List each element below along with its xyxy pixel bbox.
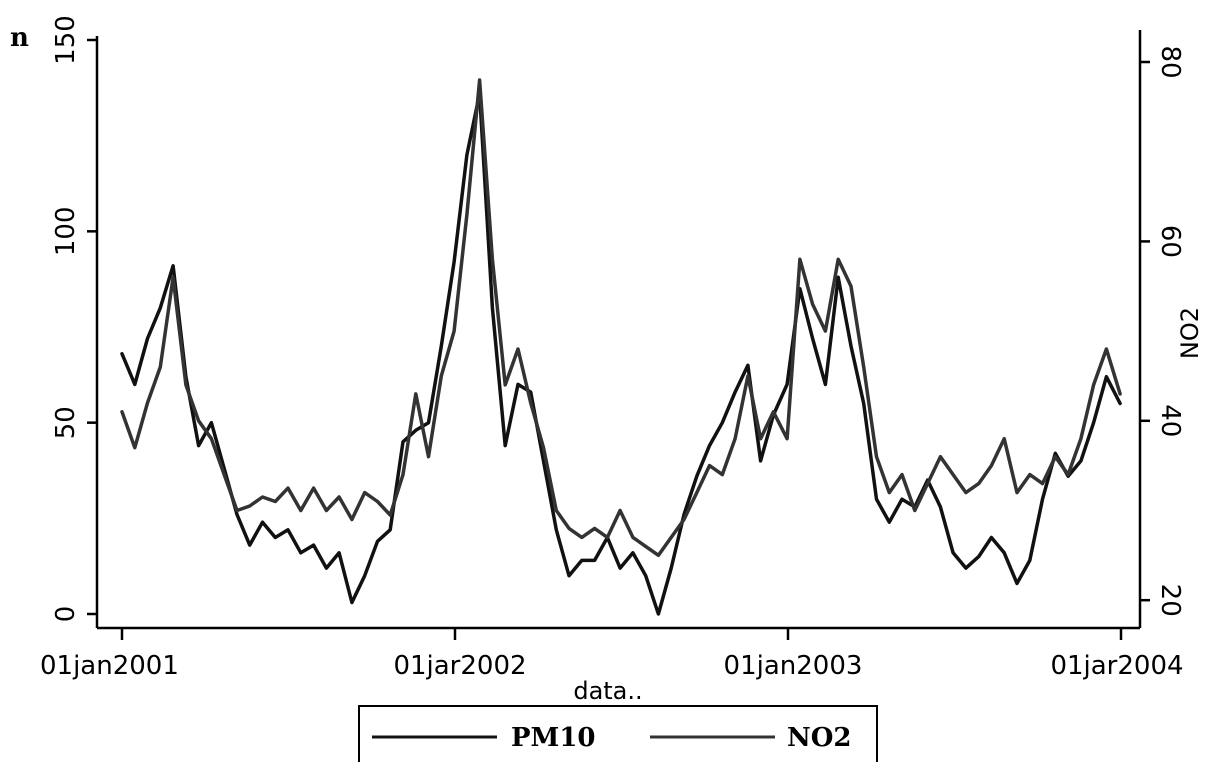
- left-ticks: 0 50 100 150: [51, 15, 97, 622]
- legend-box: [358, 705, 878, 762]
- x-tick-label: 01jan2003: [724, 651, 863, 681]
- right-tick-label: 40: [1155, 404, 1185, 437]
- series-line-no2: [120, 78, 1122, 558]
- series-line-pm10: [120, 91, 1122, 616]
- left-tick-label: 0: [51, 606, 81, 623]
- right-tick-label: 80: [1155, 45, 1185, 78]
- legend-label-no2: NO2: [787, 723, 852, 753]
- legend: PM10 NO2: [358, 705, 878, 762]
- x-tick-label: 01jar2004: [1050, 651, 1183, 681]
- x-tick-label: 01jan2001: [40, 651, 179, 681]
- x-axis-title: data..: [573, 677, 642, 705]
- corner-label: n: [10, 23, 29, 53]
- right-ticks: 20 40 60 80: [1140, 45, 1185, 617]
- left-tick-label: 100: [51, 206, 81, 256]
- left-tick-label: 150: [51, 15, 81, 65]
- x-ticks: 01jan2001 01jar2002 01jan2003 01jar2004: [40, 628, 1184, 681]
- right-tick-label: 20: [1155, 584, 1185, 617]
- left-tick-label: 50: [51, 406, 81, 439]
- plot-lines: [120, 78, 1122, 616]
- x-tick-label: 01jar2002: [393, 651, 526, 681]
- legend-label-pm10: PM10: [511, 723, 596, 753]
- right-axis-title: NO2: [1176, 307, 1204, 359]
- right-tick-label: 60: [1155, 225, 1185, 258]
